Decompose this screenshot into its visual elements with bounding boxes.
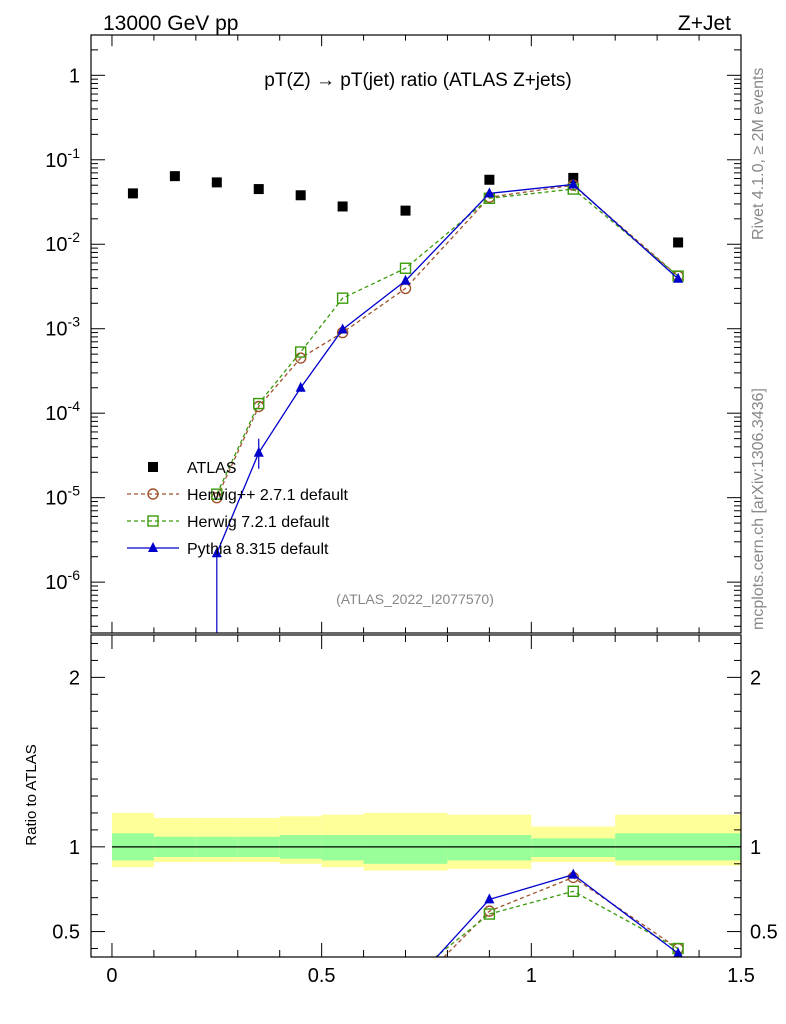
atlas-point [400,205,411,216]
y-tick-label: 10-6 [45,567,80,594]
legend-marker [147,488,159,500]
pythia-ratio-point [212,1010,222,1020]
ratio-band-inner [363,834,448,864]
pythia-ratio-line [435,873,679,957]
atlas-point [673,237,684,248]
atlas-point [211,177,222,188]
ratio-band-inner [447,834,532,861]
ratio-band-inner [321,834,364,861]
pythia-line [216,183,679,554]
legend: ATLAS Herwig++ 2.7.1 default Herwig 7.2.1 … [127,460,349,558]
herwig-ratio-point [401,976,411,986]
pythia-ratio-point [484,893,495,904]
y-tick-label: 10-3 [45,314,80,341]
chart-title: pT(Z) → pT(jet) ratio (ATLAS Z+jets) [264,70,571,91]
ratio-y-tick-label-right: 0.5 [750,922,778,944]
ratio-y-tick-label-right: 2 [750,667,761,689]
herwig-point [336,292,349,304]
pythia-ratio-point [673,947,683,957]
pythia-ratio-point [568,868,579,879]
x-tick-label: 0 [106,965,117,987]
atlas-point [169,171,180,182]
herwig-line [216,188,679,495]
pythia-point [568,178,579,189]
pythia-point [211,547,222,558]
pythia-ratio-point [401,985,411,995]
ratio-band-inner [531,838,616,858]
pythia-ratio-point [296,1009,306,1019]
legend-label: ATLAS [187,460,237,477]
herwig-point [399,262,412,274]
x-tick-label: 1.5 [727,965,755,987]
herwig-ratio-line [434,890,679,957]
ratio-uncertainty-bands [111,812,741,871]
herwig-point [211,488,223,500]
herwig-line [216,184,679,498]
analysis-label: (ATLAS_2022_I2077570) [336,591,494,607]
y-tick-label: 10-1 [45,145,80,172]
ratio-ylabel: Ratio to ATLAS [23,744,40,845]
herwig-point [294,352,307,364]
legend-marker [148,462,158,472]
legend-marker [147,515,159,527]
atlas-point [568,172,579,183]
x-tick-label: 0.5 [308,965,336,987]
legend-marker [148,542,158,552]
atlas-point [253,184,264,195]
main-plot-series [127,171,684,633]
pythia-point [673,272,684,283]
herwig-ratio-point [254,1011,264,1021]
legend-label: Pythia 8.315 default [187,541,329,558]
herwig-ratio-point [567,885,579,897]
legend-label: Herwig 7.2.1 default [187,514,330,531]
legend-label: Herwig++ 2.7.1 default [187,487,349,504]
herwig-point [253,397,265,410]
atlas-point [484,174,495,185]
herwig-ratio-point [483,908,496,920]
rivet-label: Rivet 4.1.0, ≥ 2M events [750,68,767,240]
herwig-ratio-point [212,1011,222,1021]
ratio-plot-frame [90,634,742,958]
ratio-y-tick-label: 0.5 [52,922,80,944]
y-tick-label: 1 [69,65,80,87]
ratio-y-tick-label: 2 [69,667,80,689]
herwig-point [294,346,307,358]
herwig-ratio-point [338,997,348,1007]
herwig-ratio-line [443,876,679,957]
main-plot-frame [90,34,742,634]
atlas-point [337,201,348,212]
herwig-ratio-point [338,1006,348,1016]
pythia-point [400,274,411,285]
atlas-point [127,188,138,199]
herwig-ratio-point [401,991,411,1001]
herwig-ratio-point [254,1011,264,1021]
process-label: Z+Jet [678,12,731,35]
atlas-point [295,190,306,201]
pythia-ratio-point [338,1004,348,1014]
pythia-point [337,323,348,334]
x-tick-label: 1 [526,965,537,987]
mcplots-label: mcplots.cern.ch [arXiv:1306.3436] [750,388,767,630]
ratio-plot-series [212,868,684,1021]
pythia-point [253,446,264,457]
herwig-ratio-point [296,1009,306,1019]
herwig-ratio-point [212,1011,222,1021]
pythia-point [484,187,495,198]
collision-label: 13000 GeV pp [103,12,238,35]
ratio-y-tick-label-right: 1 [750,837,761,859]
pythia-point [295,381,306,392]
axes: 0 0.5 1 1.5 10-6 10-5 10-4 10-3 10-2 10-1 1 0.5 0.5 1… [45,34,778,987]
y-tick-label: 10-4 [45,398,80,425]
y-tick-label: 10-5 [45,483,80,510]
y-tick-label: 10-2 [45,229,80,256]
herwig-ratio-point [296,1009,306,1019]
pythia-ratio-point [254,1010,264,1020]
ratio-y-tick-label: 1 [69,837,80,859]
